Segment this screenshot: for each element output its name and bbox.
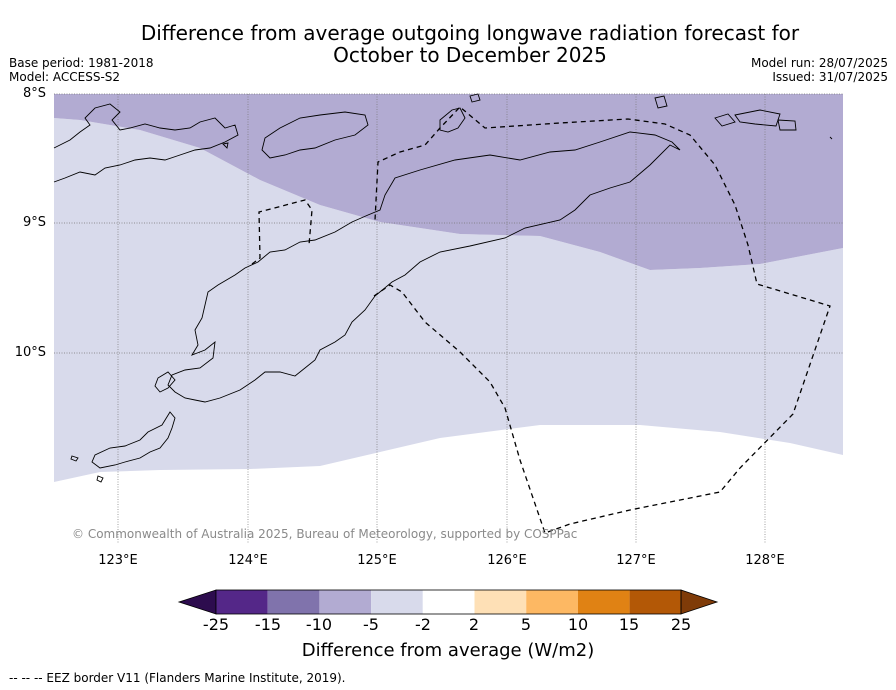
northern-islands-coastline <box>53 103 239 183</box>
lon-label-124e: 124°E <box>228 553 268 568</box>
colorbar-tick: 2 <box>468 615 480 634</box>
alor-coastline <box>261 111 369 159</box>
chart-title-line1: Difference from average outgoing longwav… <box>140 21 800 45</box>
colorbar-swatch-4 <box>371 590 423 614</box>
lon-label-126e: 126°E <box>487 553 527 568</box>
anomaly-band-light <box>54 118 843 482</box>
lon-label-123e: 123°E <box>98 553 138 568</box>
eez-line-west <box>251 199 313 265</box>
meta-right: Model run: 28/07/2025 Issued: 31/07/2025 <box>751 56 888 84</box>
islet-6 <box>829 136 833 140</box>
wetar-coastline <box>654 95 668 109</box>
colorbar-swatch-8 <box>577 590 630 614</box>
atauro-islet <box>439 107 466 133</box>
timor-coastline <box>167 131 681 403</box>
colorbar-tick: -5 <box>363 615 379 634</box>
colorbar-tick: -25 <box>202 615 230 634</box>
map-panel <box>53 93 843 544</box>
islet-2 <box>96 475 104 483</box>
eez-line-main <box>373 106 831 534</box>
colorbar-tick: 25 <box>670 615 692 634</box>
leti-coastline <box>734 109 781 127</box>
colorbar-tick: 10 <box>567 615 589 634</box>
lat-label-9s: 9°S <box>22 215 46 230</box>
colorbar-swatch-9 <box>629 590 681 614</box>
colorbar-tick: 5 <box>520 615 532 634</box>
colorbar-extend-high <box>680 589 719 615</box>
colorbar-tick: 15 <box>618 615 640 634</box>
lat-label-10s: 10°S <box>14 345 46 360</box>
coastlines <box>53 93 833 483</box>
colorbar-tick: -15 <box>254 615 282 634</box>
lon-label-128e: 128°E <box>745 553 785 568</box>
model-text: Model: ACCESS-S2 <box>9 70 121 84</box>
lat-label-8s: 8°S <box>22 86 46 101</box>
colorbar-extend-low <box>177 589 217 615</box>
rote-coastline <box>91 411 176 469</box>
colorbar-label: Difference from average (W/m2) <box>301 640 595 661</box>
colorbar-swatch-7 <box>526 590 578 614</box>
copyright-notice: © Commonwealth of Australia 2025, Bureau… <box>72 527 578 541</box>
islet-1 <box>70 455 79 462</box>
islet-5 <box>222 142 229 149</box>
base-period-text: Base period: 1981-2018 <box>9 56 154 70</box>
colorbar-swatch-5 <box>422 590 475 614</box>
lon-label-127e: 127°E <box>616 553 656 568</box>
colorbar-tick: -2 <box>415 615 431 634</box>
colorbar-swatch-1 <box>216 590 268 614</box>
colorbar-swatch-6 <box>474 590 527 614</box>
colorbar <box>177 589 719 615</box>
kisar-coastline <box>714 113 736 127</box>
anomaly-band-medium <box>54 94 843 270</box>
eez-border <box>251 106 831 534</box>
colorbar-outline <box>215 589 682 615</box>
islet-3 <box>154 371 176 393</box>
moa-coastline <box>777 119 797 131</box>
colorbar-tick: -10 <box>305 615 333 634</box>
chart-title-line2: October to December 2025 <box>333 43 607 67</box>
colorbar-swatch-3 <box>319 590 372 614</box>
model-run-text: Model run: 28/07/2025 <box>750 56 888 70</box>
issued-text: Issued: 31/07/2025 <box>772 70 888 84</box>
colorbar-swatch-2 <box>267 590 320 614</box>
lon-label-125e: 125°E <box>357 553 397 568</box>
graticule <box>54 93 843 544</box>
islet-4 <box>469 93 481 103</box>
eez-footnote: -- -- -- EEZ border V11 (Flanders Marine… <box>9 671 346 685</box>
meta-left: Base period: 1981-2018 Model: ACCESS-S2 <box>9 56 154 84</box>
